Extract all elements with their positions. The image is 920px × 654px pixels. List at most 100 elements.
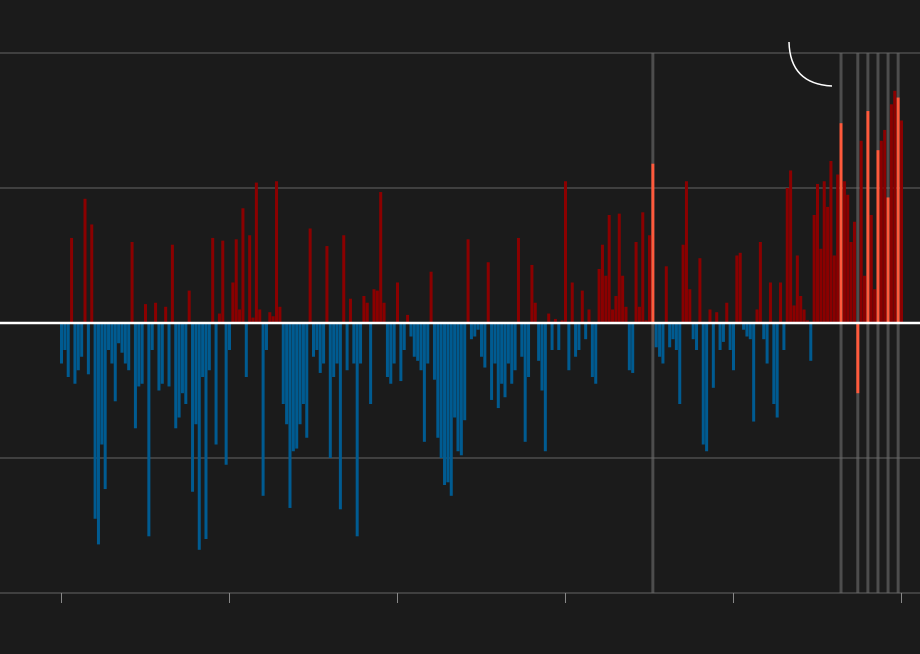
bar [389,323,393,384]
bar [493,323,497,364]
bar [869,215,873,323]
bar [160,323,164,384]
bar [372,289,376,323]
bar [852,221,856,323]
bar [879,140,883,323]
bar [382,302,386,323]
bar [782,323,786,350]
bar [144,304,147,323]
bar [607,215,611,323]
bar [315,323,319,350]
bar [893,90,897,323]
bar [473,323,477,337]
bar [530,264,534,323]
bar [856,323,860,394]
bar [66,323,70,377]
bar [829,161,833,323]
bar [234,239,238,323]
bar [258,309,262,323]
bar [600,244,604,323]
bar [792,305,796,323]
bar [241,208,245,323]
bar [550,323,554,350]
bar [577,323,581,350]
bar [93,323,97,519]
bar [748,323,752,340]
bar [288,323,292,508]
bar [681,244,685,323]
bar [695,323,699,350]
bar [107,323,111,350]
bar [157,323,161,391]
bar [701,323,705,445]
bar [520,323,524,357]
bar [275,181,279,323]
bar [721,323,725,342]
bar [426,323,430,364]
bar [170,244,174,323]
bar [574,323,578,357]
bar [456,323,460,452]
bar [500,323,504,384]
bar [604,275,608,323]
bar [147,323,151,537]
bar [634,242,638,323]
bar [527,323,531,377]
bar [117,323,121,344]
bar [584,323,588,340]
bar [443,323,447,485]
bar [113,323,117,402]
bar [416,323,420,361]
bar [375,290,379,323]
bar [345,323,349,371]
bar [516,237,520,323]
bar [392,323,396,364]
bar [590,323,594,377]
bar [486,262,490,323]
bar [631,323,635,373]
bar [466,239,470,323]
bar [795,255,799,323]
bar [708,309,712,323]
bar [846,194,850,323]
bar [762,323,766,340]
bar [332,323,336,377]
bar [278,306,282,323]
bar [483,323,487,368]
bar [597,269,601,323]
bar [839,123,843,323]
bar [553,318,557,323]
bar [174,323,178,429]
bar [187,290,191,323]
bar [281,323,285,404]
bar [587,309,591,323]
bar [651,163,655,323]
bar [164,306,168,323]
bar [335,323,339,364]
bar [399,323,403,382]
bar [789,170,793,323]
bar [678,323,682,404]
bar [480,323,483,357]
bar [379,192,383,323]
bar [816,183,819,323]
bar [506,323,510,364]
bar [822,181,826,323]
bar [637,306,641,323]
bar [684,181,688,323]
bar [268,312,272,323]
bar [436,323,440,438]
bar [248,235,252,323]
bar [251,317,255,323]
bar [711,323,715,388]
bar [785,188,789,323]
bar [348,298,352,323]
bar [271,316,275,323]
bar [123,323,127,364]
bar [63,323,67,350]
bar [385,323,389,377]
bar [738,252,742,323]
bar [617,213,621,323]
bar [775,323,779,418]
